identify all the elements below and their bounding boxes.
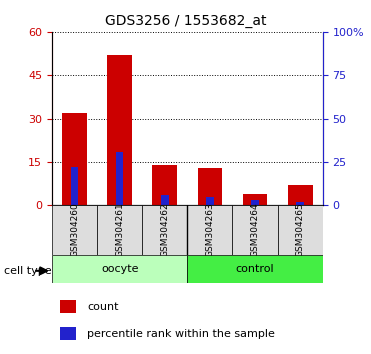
FancyBboxPatch shape [187, 256, 323, 282]
Bar [71, 167, 78, 205]
Bar [251, 200, 259, 205]
Bar [288, 185, 313, 205]
Text: oocyte: oocyte [101, 264, 138, 274]
Text: GSM304265: GSM304265 [296, 203, 305, 257]
FancyBboxPatch shape [52, 256, 187, 282]
Text: GSM304262: GSM304262 [160, 203, 169, 257]
Text: GSM304264: GSM304264 [250, 203, 260, 257]
FancyBboxPatch shape [52, 205, 97, 255]
FancyBboxPatch shape [278, 205, 323, 255]
Text: GSM304261: GSM304261 [115, 203, 124, 257]
Bar [60, 327, 76, 339]
Text: percentile rank within the sample: percentile rank within the sample [87, 329, 275, 339]
FancyBboxPatch shape [97, 205, 142, 255]
FancyBboxPatch shape [142, 205, 187, 255]
Bar [107, 55, 132, 205]
FancyBboxPatch shape [187, 205, 233, 255]
Bar [161, 195, 168, 205]
Text: count: count [87, 302, 119, 312]
Bar [116, 152, 124, 205]
FancyBboxPatch shape [233, 205, 278, 255]
Text: GDS3256 / 1553682_at: GDS3256 / 1553682_at [105, 14, 266, 28]
Bar [62, 113, 87, 205]
Bar [60, 300, 76, 313]
Bar [243, 194, 267, 205]
Text: control: control [236, 264, 275, 274]
Text: GSM304260: GSM304260 [70, 203, 79, 257]
Bar [206, 197, 214, 205]
Bar [197, 168, 222, 205]
Bar [152, 165, 177, 205]
Bar [296, 202, 304, 205]
Text: GSM304263: GSM304263 [206, 203, 214, 257]
Text: cell type: cell type [4, 266, 51, 276]
